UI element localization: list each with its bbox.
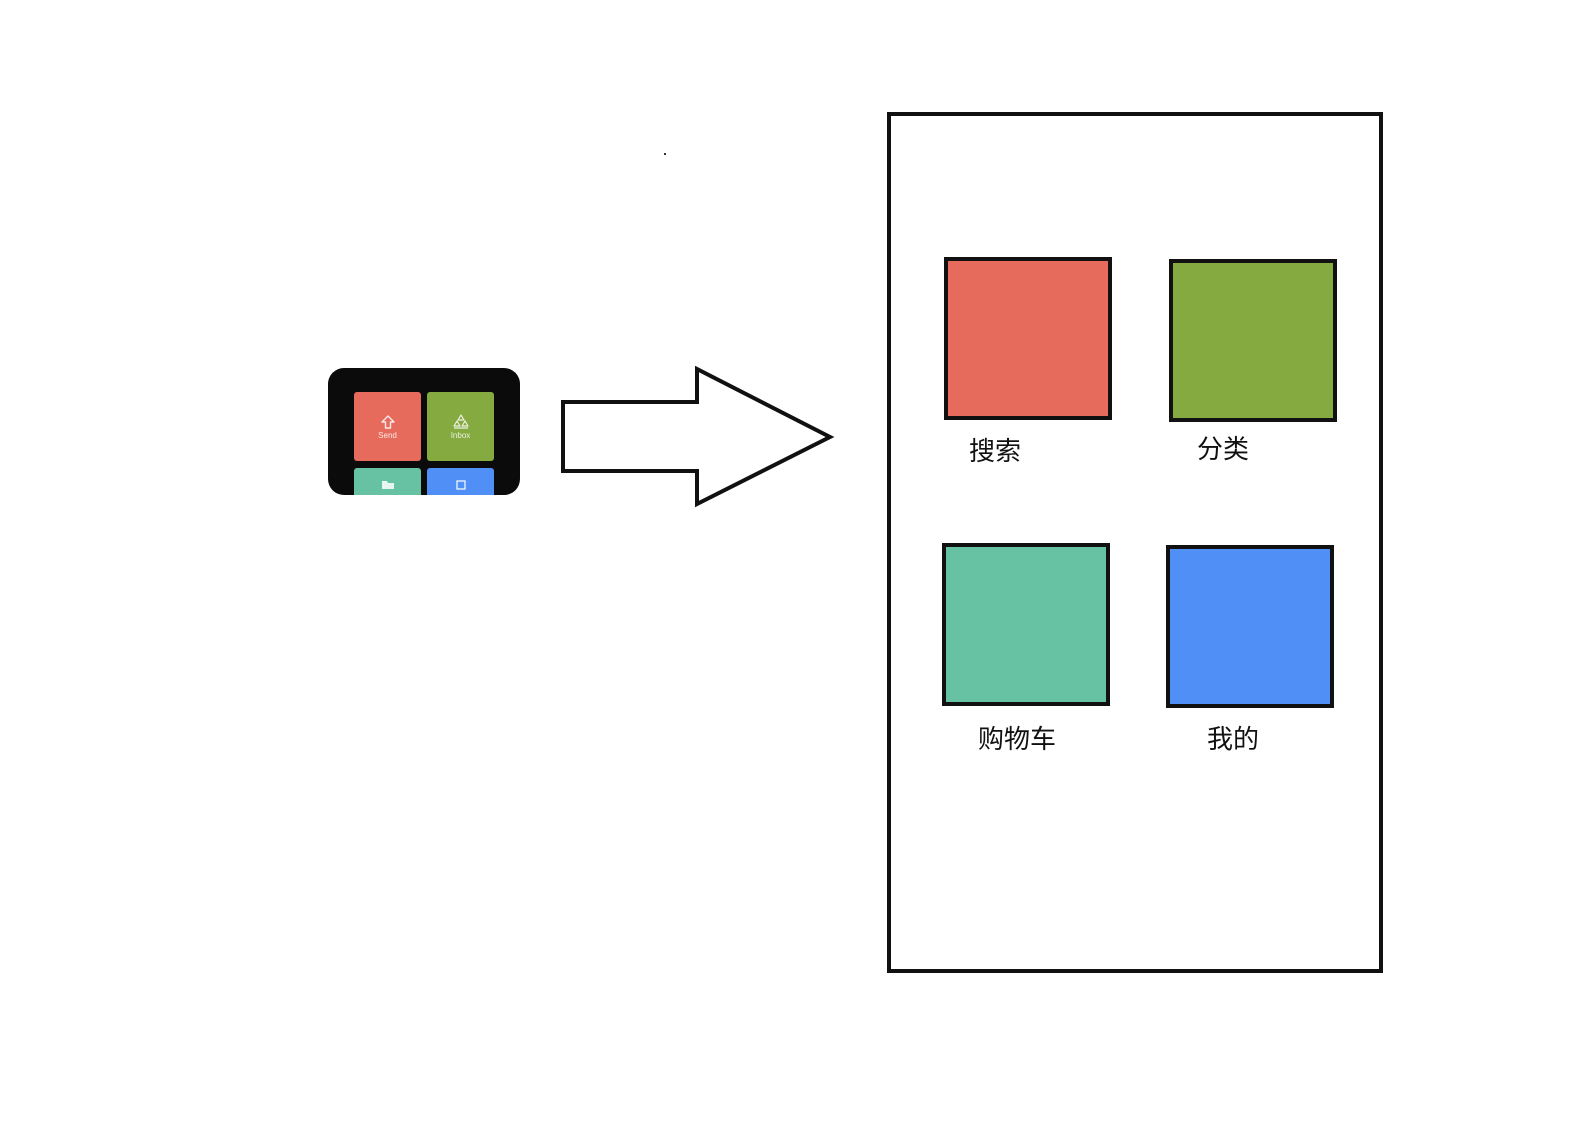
- tile-cart-label: 购物车: [978, 725, 1057, 755]
- tile-cart[interactable]: [942, 543, 1110, 706]
- tile-search[interactable]: [944, 257, 1112, 420]
- thumb-tile-folder: [354, 468, 421, 495]
- stray-dot: [664, 153, 666, 155]
- thumb-tile-inbox: Inbox: [427, 392, 494, 461]
- phone-frame: 搜索 分类 购物车 我的: [887, 112, 1383, 973]
- tile-mine[interactable]: [1166, 545, 1334, 708]
- inbox-icon: [452, 413, 469, 429]
- thumb-tile-box: [427, 468, 494, 495]
- thumb-tile-send: Send: [354, 392, 421, 461]
- box-icon: [455, 479, 466, 490]
- right-arrow-icon: [561, 366, 835, 508]
- tile-category-label: 分类: [1197, 435, 1250, 465]
- source-thumbnail: Send Inbox: [328, 368, 520, 495]
- tile-search-label: 搜索: [969, 437, 1022, 467]
- upload-arrow-icon: [380, 414, 395, 429]
- tile-mine-label: 我的: [1207, 725, 1260, 755]
- folder-icon: [381, 480, 394, 489]
- thumb-tile-label: Inbox: [450, 430, 471, 440]
- thumb-tile-label: Send: [378, 430, 397, 440]
- tile-category[interactable]: [1169, 259, 1337, 422]
